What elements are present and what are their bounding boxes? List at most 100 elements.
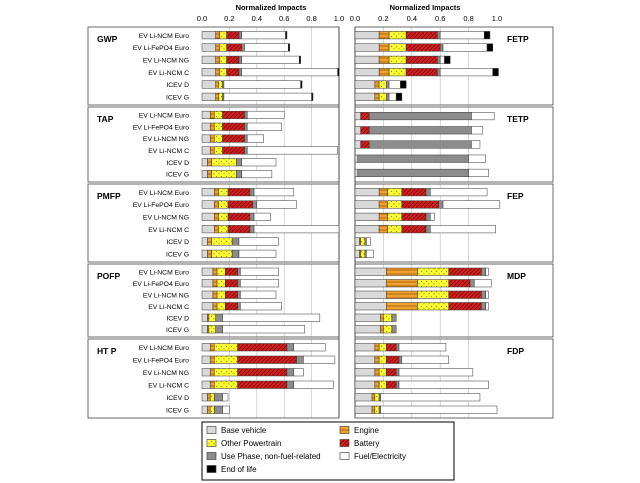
bar-segment-engine (385, 290, 418, 299)
bar-segment-base (354, 112, 361, 121)
bar-segment-base (201, 302, 214, 311)
bar-segment-other (417, 267, 449, 276)
bar-segment-fuel (256, 200, 297, 209)
bar-segment-eol (395, 92, 403, 101)
row-label: EV Li-NCM Euro (139, 113, 189, 120)
bar-segment-battery (226, 68, 240, 77)
bar-segment-battery (405, 43, 441, 52)
bar-segment-base (354, 68, 380, 77)
bar-segment-other (219, 68, 227, 77)
bar-segment-base (354, 393, 373, 402)
bar-segment-battery (448, 279, 471, 288)
row-label: EV Li-NCM C (148, 227, 189, 234)
bar-segment-battery (227, 212, 251, 221)
bar-segment-base (201, 343, 211, 352)
bar-segment-fuel (485, 267, 489, 276)
bar-segment-engine (214, 225, 219, 234)
bar-segment-fuel (253, 212, 271, 221)
bar-segment-base (201, 134, 211, 143)
bar-segment-fuel (380, 405, 498, 414)
bar-segment-base (201, 393, 208, 402)
bar-segment-engine (385, 267, 418, 276)
bar-segment-base (354, 31, 380, 40)
row-labels: EV Li-NCM Euro EV Li-FePO4 Euro EV Li-NCM … (133, 33, 190, 415)
bar-segment-base (201, 158, 208, 167)
bar-segment-use (244, 134, 248, 143)
bar-segment-base (354, 92, 376, 101)
axis-titles: Normalized Impacts Normalized Impacts (236, 3, 461, 12)
bar-segment-base (354, 188, 380, 197)
bar-segment-use (214, 393, 223, 402)
bar-segment-fuel (366, 249, 374, 258)
legend-swatch-eol (206, 465, 217, 473)
bar-segment-use (286, 343, 295, 352)
bar-segment-use (425, 188, 431, 197)
bar-segment-battery (448, 267, 482, 276)
row-label: EV Li-FePO4 Euro (133, 124, 190, 131)
bar-segment-other (378, 355, 387, 364)
bar-segment-engine (378, 212, 388, 221)
bar-segment-fuel (401, 355, 449, 364)
tick-label-right: 0.4 (407, 14, 417, 23)
bar-segment-battery (405, 55, 438, 64)
bar-segment-eol (285, 31, 288, 40)
bar-segment-use (252, 200, 258, 209)
bar-segment-other (211, 158, 237, 167)
bar-segment-engine (378, 68, 390, 77)
bar-segment-battery (222, 134, 245, 143)
row-label: ICEV G (166, 172, 189, 179)
bar-segment-use (385, 80, 390, 89)
bar-segment-other (214, 134, 223, 143)
bar-segment-engine (209, 380, 215, 389)
bar-segment-other (216, 290, 226, 299)
bar-segment-eol (483, 31, 491, 40)
bar-segment-battery (401, 225, 427, 234)
bar-segment-engine (214, 188, 219, 197)
bar-segment-base (201, 290, 214, 299)
bar-segment-other (214, 380, 238, 389)
tick-label-left: 0.6 (279, 14, 289, 23)
bar-segment-base (354, 279, 387, 288)
row-label: EV Li-NCM NG (143, 57, 189, 64)
bar-segment-other (214, 368, 238, 377)
bar-segment-fuel (246, 110, 285, 119)
row-label: EV Li-FePO4 Euro (133, 45, 190, 52)
row-label: EV Li-NCM Euro (139, 33, 189, 40)
bar-segment-base (354, 154, 359, 163)
bar-segment-base (201, 31, 216, 40)
bar-segment-base (201, 380, 211, 389)
panel-labels: GWP FETP TAP TETP PMFP FEP POFP MDP HT P FDP (97, 34, 529, 356)
bar-segment-base (354, 212, 380, 221)
panel-label-pofp: POFP (97, 271, 120, 281)
bar-segment-fuel (246, 146, 338, 155)
bar-segment-other (219, 43, 227, 52)
bar-segment-use (215, 325, 223, 334)
legend-label-battery: Battery (354, 439, 379, 448)
bar-segment-other (218, 200, 229, 209)
bar-segment-fuel (246, 134, 264, 143)
tick-label-right: 0.8 (463, 14, 473, 23)
bar-segment-eol (299, 55, 301, 64)
bars (201, 31, 501, 414)
panel-label-ht-p: HT P (97, 346, 117, 356)
bar-segment-base (354, 80, 376, 89)
tick-label-right: 0.0 (350, 14, 360, 23)
bar-segment-use (395, 343, 400, 352)
row-label: EV Li-NCM NG (143, 370, 189, 377)
bar-segment-other (219, 55, 227, 64)
bar-segment-other (211, 170, 237, 179)
bar-segment-other (383, 313, 393, 322)
bar-segment-other (388, 55, 407, 64)
row-label: ICEV G (166, 94, 189, 101)
row-label: EV Li-FePO4 Euro (133, 281, 190, 288)
bar-segment-fuel (471, 140, 481, 149)
bar-segment-base (354, 343, 376, 352)
legend-swatch-fuel (339, 452, 350, 460)
bar-segment-other (378, 92, 387, 101)
bar-segment-battery (237, 343, 288, 352)
bar-segment-other (387, 225, 403, 234)
tick-label-right: 1.0 (492, 14, 502, 23)
bar-segment-base (201, 405, 208, 414)
bar-segment-battery (237, 355, 297, 364)
